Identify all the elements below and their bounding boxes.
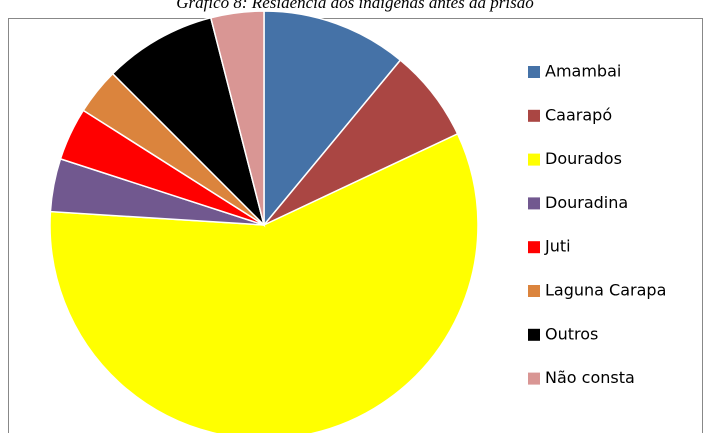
chart-title: Gráfico 8: Residência dos indígenas ante… (176, 0, 533, 12)
legend-swatch (528, 66, 540, 78)
legend-swatch (528, 197, 540, 210)
legend-label: Douradina (545, 193, 628, 212)
legend-swatch (528, 285, 540, 297)
legend-label: Outros (545, 324, 598, 343)
pie-slice (209, 10, 265, 226)
legend-swatch (528, 241, 540, 254)
legend-swatch (528, 372, 540, 385)
legend-label: Amambai (545, 62, 621, 81)
legend-label: Dourados (545, 149, 622, 168)
legend-swatch (528, 328, 540, 341)
pie-slice (49, 132, 479, 433)
legend-swatch (528, 109, 540, 122)
pie-slice (263, 10, 402, 228)
pie-slice (111, 16, 266, 228)
legend-label: Laguna Carapa (545, 281, 666, 300)
legend-label: Não consta (545, 368, 635, 387)
legend-label: Juti (544, 237, 571, 256)
legend-swatch (528, 153, 540, 166)
legend-label: Caarapó (545, 105, 612, 124)
